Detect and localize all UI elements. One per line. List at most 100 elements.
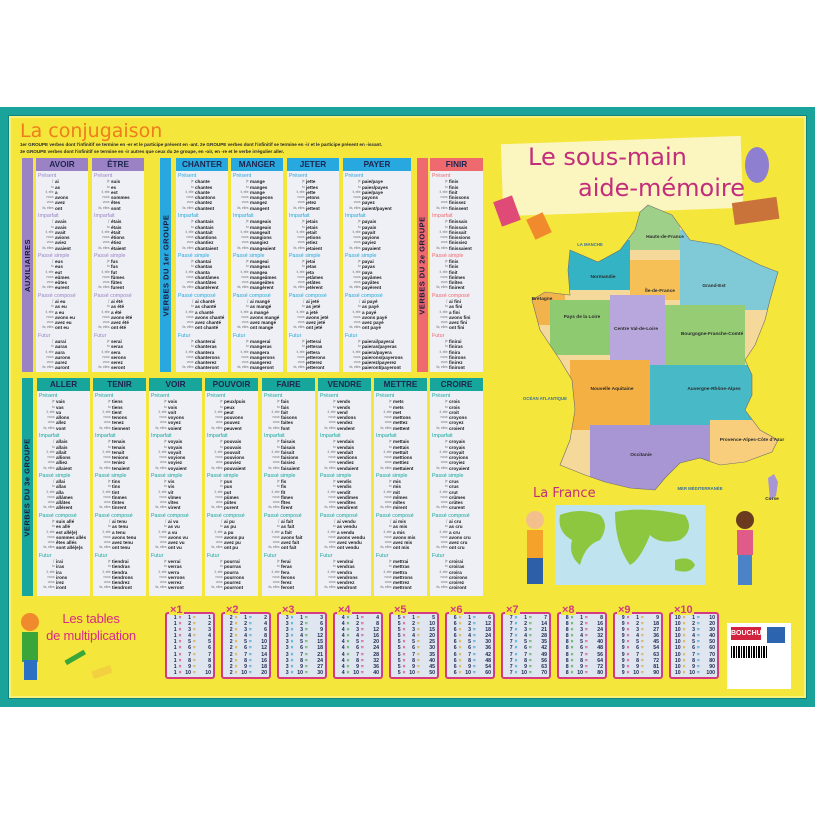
times-table-line: 10 × 10 = 100 <box>674 669 716 676</box>
pronoun: ils, elles <box>98 205 110 210</box>
pronoun: nous <box>159 494 167 499</box>
tense-label: Imparfait <box>39 432 60 439</box>
tense-block: Passé composé j' ai mangé tu as mangé il, ell… <box>231 291 283 331</box>
pronoun: il, elle <box>101 269 110 274</box>
verb-form: a chanté <box>195 309 214 315</box>
verb-form: croirai <box>449 559 464 565</box>
pronoun: nous <box>353 235 361 240</box>
conjugation-row: vous vîtes <box>149 500 201 505</box>
conjugation-row: tu crois <box>430 405 482 410</box>
verb-form: mangeais <box>250 219 272 225</box>
verb-form: faisons <box>281 415 298 421</box>
pronoun: nous <box>297 314 305 319</box>
conjugation-row: vous payez <box>343 200 410 205</box>
times-table-line: 6 × 1 = 6 <box>453 615 492 621</box>
conjugation-row: vous avez fini <box>430 320 482 325</box>
pronoun: il, elle <box>46 569 55 574</box>
pronoun: nous <box>46 354 54 359</box>
pronoun: il, elle <box>352 229 361 234</box>
conjugation-row: tu paies/payes <box>343 185 410 190</box>
verb-form: ai pu <box>224 519 235 525</box>
pronoun: ils, elles <box>99 505 111 510</box>
verb-form: verra <box>168 569 180 575</box>
pronoun: tu <box>106 264 110 269</box>
pronoun: il, elle <box>46 449 55 454</box>
pronoun: nous <box>215 455 223 460</box>
verb-form: mîmes <box>393 494 408 500</box>
verb-form: mangea <box>250 269 268 275</box>
pronoun: je <box>445 559 448 564</box>
tense-block: Passé simple je tins tu tins il, elle tint nous… <box>93 471 146 511</box>
times-table-line: 7 × 9 = 63 <box>509 663 548 670</box>
pronoun: il, elle <box>439 349 448 354</box>
pronoun: nous <box>186 235 194 240</box>
times-table-1: ×1 1 × 1 = 1 1 × 2 = 2 1 × 3 = 3 1 × 4 = 4 1 × 5 = 5 1 × 6 = 6 1 × 7 = 7 1 × 8… <box>165 605 215 679</box>
pronoun: nous <box>272 534 280 539</box>
verb-form: avons chanté <box>195 314 225 320</box>
pronoun: ils, elles <box>182 205 194 210</box>
times-table-2: ×2 2 × 1 = 2 2 × 2 = 4 2 × 3 = 6 2 × 4 = 8 2 × 5 = 10 2 × 6 = 12 2 × 7 = 14… <box>221 605 271 679</box>
conjugation-row: vous avez cru <box>430 540 482 545</box>
pronoun: je <box>277 559 280 564</box>
verb-form: finissais <box>449 219 468 225</box>
times-table-line: 4 × 4 = 16 <box>341 633 380 640</box>
pronoun: il, elle <box>45 269 54 274</box>
conjugation-row: il, elle a cru <box>430 530 482 535</box>
pronoun: tu <box>219 484 223 489</box>
verb-card-faire: FAIRE Présent je fais tu fais il, elle fait nous… <box>262 378 315 596</box>
pronoun: je <box>108 559 111 564</box>
verb-card-aller: ALLER Présent je vais tu vas il, elle va nous all… <box>37 378 90 596</box>
tense-block: Imparfait je faisais tu faisais il, elle faisa… <box>262 431 315 471</box>
conjugation-row: je chantais <box>176 219 227 224</box>
verb-form: voyiez <box>168 460 183 466</box>
verb-form: met <box>393 409 402 415</box>
conjugation-row: nous avons <box>36 195 87 200</box>
verb-form: pouvais <box>224 444 242 450</box>
conjugation-row: il, elle mangeait <box>231 230 282 235</box>
pronoun: je <box>52 519 55 524</box>
times-table-line: 4 × 2 = 8 <box>341 621 380 628</box>
verb-form: vend <box>337 409 348 415</box>
conjugation-row: j' ai vendu <box>318 519 370 524</box>
conjugation-row: tu feras <box>262 564 314 569</box>
conjugation-row: ils, elles ont été <box>92 325 143 330</box>
tense-block: Imparfait j' allais tu allais il, elle allait n… <box>37 431 90 471</box>
conjugation-row: tu as eu <box>36 304 87 309</box>
conjugation-row: ils, elles firent <box>262 505 314 510</box>
conjugation-row: il, elle chante <box>176 190 227 195</box>
conjugation-row: tu mettais <box>374 445 426 450</box>
conjugation-row: j' ai mangé <box>231 299 282 304</box>
pronoun: j' <box>52 259 54 264</box>
pronoun: il, elle <box>102 409 111 414</box>
verb-form: aurai <box>55 339 66 345</box>
pronoun: nous <box>241 354 249 359</box>
verb-form: avez été <box>111 320 129 326</box>
pronoun: je <box>191 179 194 184</box>
times-table-line: 6 × 3 = 18 <box>453 627 492 634</box>
verb-form: fait <box>281 409 288 415</box>
verb-form: chantez <box>195 200 213 206</box>
conjugation-row: ils, elles allèrent <box>37 505 89 510</box>
tense-label: Imparfait <box>432 432 453 439</box>
pronoun: nous <box>440 314 448 319</box>
conjugation-row: ils, elles auront <box>36 365 87 370</box>
verb-form: mirent <box>393 505 408 511</box>
times-table-line: 5 × 3 = 15 <box>397 627 436 634</box>
times-table-line: 10 × 7 = 70 <box>674 651 716 658</box>
conjugation-row: nous irons <box>37 575 89 580</box>
verb-form: alliez <box>56 460 68 466</box>
verb-form: pourrai <box>224 559 240 565</box>
verb-form: jetai <box>306 259 316 265</box>
pronoun: il, elle <box>214 409 223 414</box>
conjugation-row: il, elle vendait <box>318 450 370 455</box>
verb-form: suis allé <box>56 519 75 525</box>
pronoun: tu <box>163 484 167 489</box>
conjugation-row: nous faisions <box>262 455 314 460</box>
verb-name: PAYER <box>343 158 411 171</box>
pronoun: j' <box>278 519 280 524</box>
pronoun: vous <box>47 540 55 545</box>
times-table-line: 9 × 3 = 27 <box>621 627 660 634</box>
tense-label: Futur <box>376 552 389 559</box>
conjugation-row: ils, elles ont pu <box>205 545 257 550</box>
pronoun: ils, elles <box>268 465 280 470</box>
